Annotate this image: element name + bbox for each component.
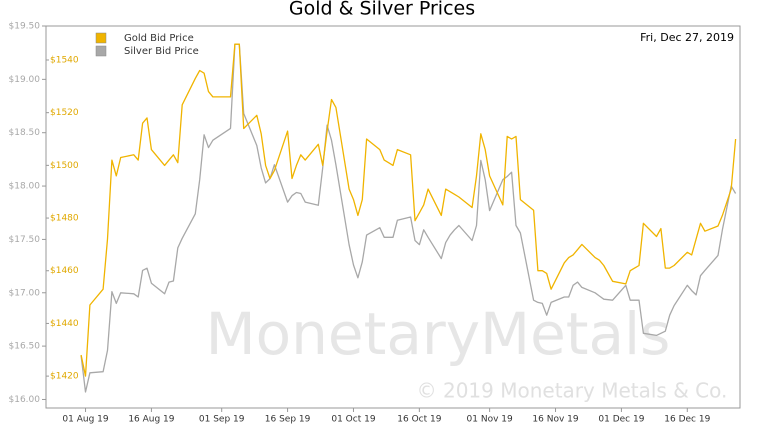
y-tick-label: $18.00 bbox=[9, 182, 41, 192]
watermark-copyright: © 2019 Monetary Metals & Co. bbox=[417, 379, 728, 403]
y-tick-label: $19.50 bbox=[9, 22, 41, 32]
x-tick-label: 16 Oct 19 bbox=[397, 415, 441, 425]
y-tick-label: $16.50 bbox=[9, 342, 41, 352]
y2-tick-label: $1520 bbox=[50, 108, 79, 118]
x-tick-label: 01 Sep 19 bbox=[199, 415, 245, 425]
y2-tick-label: $1420 bbox=[50, 372, 79, 382]
y-tick-label: $18.50 bbox=[9, 128, 41, 138]
y2-tick-label: $1480 bbox=[50, 214, 79, 224]
plot-frame bbox=[45, 25, 741, 409]
y-tick-label: $19.00 bbox=[9, 75, 41, 85]
x-tick-label: 16 Nov 19 bbox=[532, 415, 578, 425]
y2-tick-label: $1460 bbox=[50, 266, 79, 276]
legend-label: Silver Bid Price bbox=[124, 46, 199, 57]
x-tick-label: 01 Aug 19 bbox=[62, 415, 108, 425]
y-tick-label: $17.00 bbox=[9, 288, 41, 298]
series-line bbox=[80, 43, 737, 393]
x-tick-label: 01 Oct 19 bbox=[331, 415, 375, 425]
y2-tick-label: $1540 bbox=[50, 55, 79, 65]
series-line bbox=[80, 43, 737, 377]
legend-label: Gold Bid Price bbox=[124, 33, 194, 44]
x-tick-label: 16 Aug 19 bbox=[128, 415, 174, 425]
date-label: Fri, Dec 27, 2019 bbox=[640, 31, 734, 44]
legend-swatch bbox=[95, 32, 107, 44]
y-tick-label: $16.00 bbox=[9, 395, 41, 405]
x-tick-label: 16 Dec 19 bbox=[664, 415, 710, 425]
y-tick-label: $17.50 bbox=[9, 235, 41, 245]
chart-title: Gold & Silver Prices bbox=[289, 0, 475, 20]
x-tick-label: 16 Sep 19 bbox=[265, 415, 311, 425]
x-tick-label: 01 Dec 19 bbox=[598, 415, 644, 425]
watermark-logo: MonetaryMetals bbox=[206, 300, 671, 368]
legend-swatch bbox=[95, 45, 107, 57]
x-tick-label: 01 Nov 19 bbox=[467, 415, 513, 425]
y2-tick-label: $1500 bbox=[50, 161, 79, 171]
y2-tick-label: $1440 bbox=[50, 319, 79, 329]
